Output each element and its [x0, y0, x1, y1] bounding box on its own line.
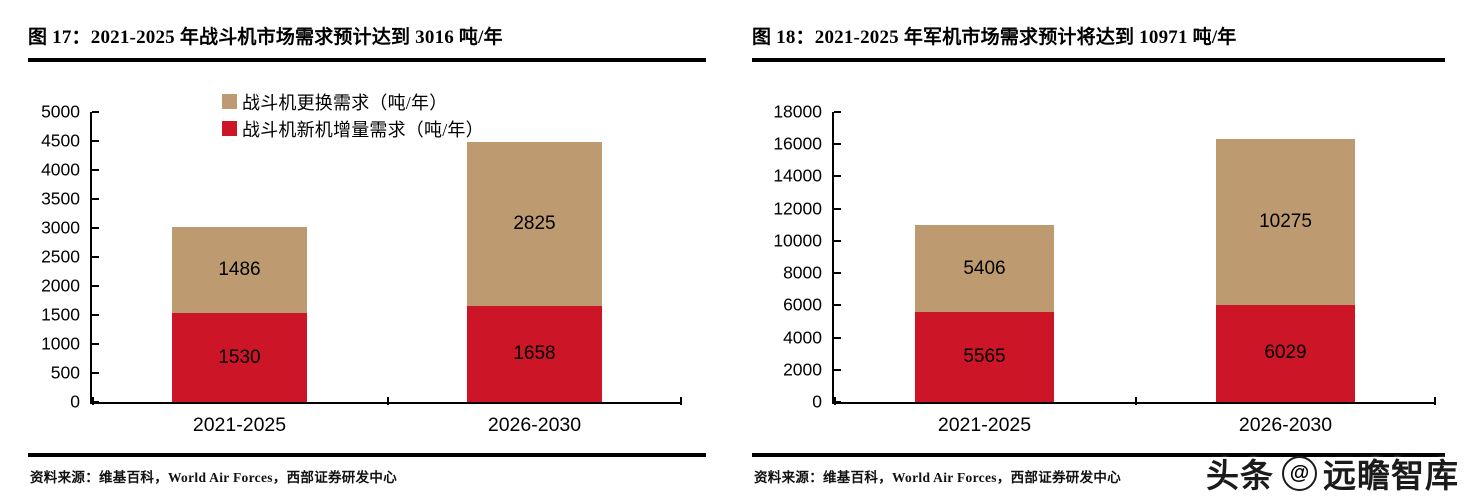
bar-segment: 5406 [915, 225, 1054, 313]
y-axis-tick-label: 2000 [41, 275, 80, 296]
figure-title-17: 图 17：2021-2025 年战斗机市场需求预计达到 3016 吨/年 [28, 27, 503, 48]
y-axis-tick-mark [92, 256, 99, 258]
x-axis-tick-mark [834, 396, 836, 405]
y-axis-ticks-18: 0 2000 4000 6000 8000 10000 12000 14000 16000 180… [752, 102, 830, 412]
y-axis-tick-mark [92, 169, 99, 171]
source-divider-17 [28, 453, 706, 457]
y-axis-tick-label: 16000 [773, 133, 822, 154]
legend-label-replacement-demand: 战斗机更换需求（吨/年） [242, 92, 448, 113]
y-axis-tick-label: 1000 [41, 333, 80, 354]
bar-segment: 2825 [466, 142, 603, 306]
y-axis-tick-mark [92, 372, 99, 374]
chart-legend-17: 战斗机更换需求（吨/年） 战斗机新机增量需求（吨/年） [222, 88, 484, 142]
bar-value-label: 10275 [1259, 211, 1312, 233]
y-axis-tick-label: 5000 [41, 101, 80, 122]
y-axis-tick-label: 2000 [783, 359, 822, 380]
x-axis-tick-mark [387, 396, 389, 405]
y-axis-tick-label: 1500 [41, 304, 80, 325]
bar-stack: 10275 6029 [1216, 139, 1355, 402]
y-axis-tick-mark [834, 207, 841, 210]
y-axis-tick-label: 500 [50, 362, 80, 383]
stacked-bar-chart-17: 0 500 1000 1500 2000 2500 3000 3500 4000 4500 5000… [28, 102, 706, 442]
bar-segment: 1530 [171, 313, 308, 402]
figure-panel-17: 图 17：2021-2025 年战斗机市场需求预计达到 3016 吨/年 战斗机… [0, 0, 734, 503]
y-axis-tick-label: 3000 [41, 217, 80, 238]
bar-value-label: 1530 [218, 346, 261, 368]
bar-stack: 2825 1658 [466, 142, 603, 402]
y-axis-tick-mark [834, 336, 841, 339]
y-axis-tick-mark [92, 401, 99, 403]
y-axis-tick-mark [834, 239, 841, 242]
stacked-bar-chart-18: 0 2000 4000 6000 8000 10000 12000 14000 16000 180… [752, 102, 1452, 442]
y-axis-tick-label: 3500 [41, 188, 80, 209]
legend-label-new-aircraft-demand: 战斗机新机增量需求（吨/年） [242, 119, 484, 140]
legend-swatch-red-icon [222, 121, 237, 136]
y-axis-tick-mark [834, 401, 841, 403]
y-axis-tick-mark [92, 314, 99, 316]
y-axis-tick-mark [92, 227, 99, 229]
x-axis-tick-mark [1135, 396, 1137, 405]
bar-segment: 10275 [1216, 139, 1355, 305]
x-axis-tick-mark [92, 396, 94, 405]
legend-item-new-aircraft-demand: 战斗机新机增量需求（吨/年） [222, 115, 484, 142]
y-axis-tick-mark [834, 368, 841, 371]
x-axis-tick-mark [1433, 396, 1436, 405]
bar-segment: 6029 [1216, 304, 1355, 402]
title-divider-18 [752, 58, 1445, 62]
bar-value-label: 5406 [963, 257, 1006, 279]
source-note-18: 资料来源：维基百科，World Air Forces，西部证券研发中心 [754, 470, 1121, 485]
plot-area-18: 5406 5565 2021-2025 10275 6029 2026-2030 [832, 111, 1436, 436]
bar-value-label: 2825 [513, 212, 556, 234]
figure-title-18: 图 18：2021-2025 年军机市场需求预计将达到 10971 吨/年 [752, 27, 1237, 48]
y-axis-tick-label: 0 [812, 391, 822, 412]
source-divider-18 [752, 453, 1445, 457]
y-axis-tick-mark [834, 111, 841, 113]
figure-panel-18: 图 18：2021-2025 年军机市场需求预计将达到 10971 吨/年 军机… [734, 0, 1469, 503]
y-axis-tick-label: 4000 [41, 159, 80, 180]
bar-value-label: 6029 [1264, 342, 1307, 364]
title-divider-17 [28, 58, 706, 62]
x-axis-category-label: 2026-2030 [487, 414, 582, 436]
y-axis-tick-mark [92, 285, 99, 287]
bar-value-label: 1486 [218, 259, 261, 281]
y-axis-tick-mark [834, 143, 841, 146]
x-axis-category-label: 2021-2025 [192, 414, 287, 436]
y-axis-tick-mark [834, 272, 841, 275]
source-note-17: 资料来源：维基百科，World Air Forces，西部证券研发中心 [30, 470, 397, 485]
y-axis-tick-label: 4000 [783, 327, 822, 348]
y-axis-tick-label: 10000 [773, 230, 822, 251]
y-axis-ticks-17: 0 500 1000 1500 2000 2500 3000 3500 4000 4500 5000 [28, 102, 88, 412]
y-axis-tick-label: 14000 [773, 165, 822, 186]
plot-area-17: 1486 1530 2021-2025 2825 1658 2026-2030 [90, 111, 682, 436]
y-axis-tick-mark [92, 198, 99, 200]
bar-stack: 1486 1530 [171, 227, 308, 402]
bar-segment: 1658 [466, 305, 603, 402]
y-axis-tick-mark [834, 175, 841, 178]
y-axis-tick-label: 18000 [773, 101, 822, 122]
y-axis-tick-mark [92, 343, 99, 345]
x-axis-tick-mark [679, 396, 682, 405]
y-axis-tick-label: 8000 [783, 262, 822, 283]
bar-value-label: 1658 [513, 342, 556, 364]
y-axis-tick-label: 6000 [783, 294, 822, 315]
y-axis-tick-mark [92, 140, 99, 142]
bar-value-label: 5565 [963, 346, 1006, 368]
y-axis-tick-label: 12000 [773, 198, 822, 219]
bar-segment: 5565 [915, 312, 1054, 402]
x-axis-category-label: 2021-2025 [937, 414, 1032, 436]
x-axis-category-label: 2026-2030 [1238, 414, 1333, 436]
y-axis-tick-label: 0 [70, 391, 80, 412]
y-axis-tick-mark [834, 304, 841, 307]
bar-stack: 5406 5565 [915, 225, 1054, 402]
y-axis-tick-label: 4500 [41, 130, 80, 151]
y-axis-tick-mark [92, 111, 99, 113]
bar-segment: 1486 [171, 227, 308, 314]
legend-item-replacement-demand: 战斗机更换需求（吨/年） [222, 88, 484, 115]
legend-swatch-tan-icon [222, 94, 237, 109]
y-axis-tick-label: 2500 [41, 246, 80, 267]
